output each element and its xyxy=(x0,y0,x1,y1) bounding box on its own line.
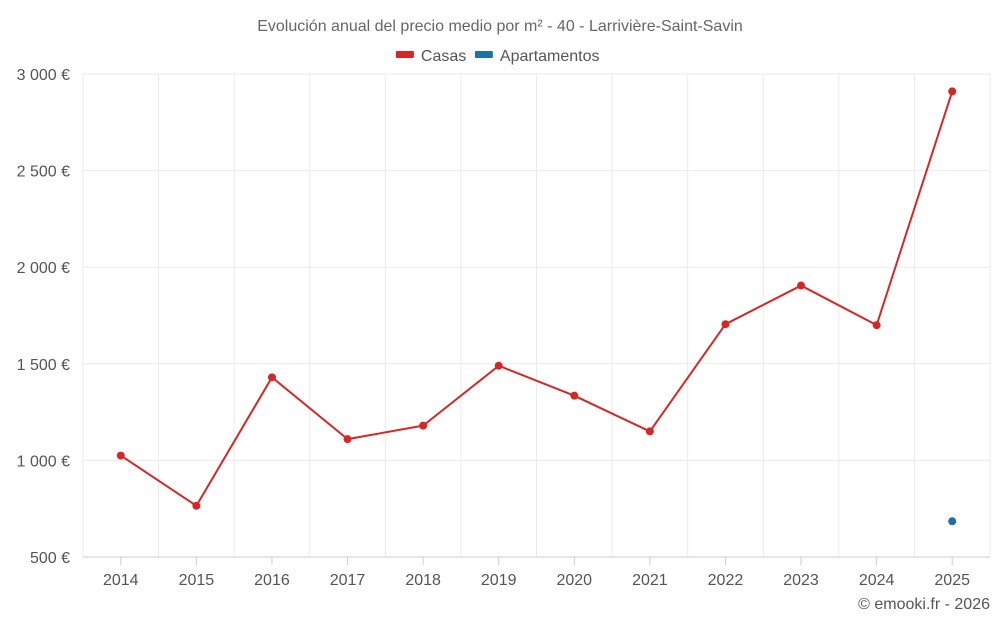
y-tick-label: 1 500 € xyxy=(17,357,70,374)
data-point-casas[interactable] xyxy=(343,435,352,444)
data-point-casas[interactable] xyxy=(721,320,730,329)
x-tick-label: 2023 xyxy=(783,572,819,589)
legend-item[interactable]: Casas xyxy=(395,48,466,65)
x-tick-label: 2018 xyxy=(405,572,441,589)
x-tick-label: 2014 xyxy=(103,572,139,589)
y-tick-labels: 500 € 1 000 € 1 500 € 2 000 € 2 500 € 3 000 € xyxy=(17,67,70,567)
x-tick-label: 2019 xyxy=(481,572,517,589)
x-tick-label: 2022 xyxy=(708,572,744,589)
x-tick-label: 2015 xyxy=(179,572,215,589)
y-tick-label: 2 000 € xyxy=(17,260,70,277)
data-point-casas[interactable] xyxy=(267,373,276,382)
series-layer xyxy=(116,87,957,526)
data-point-casas[interactable] xyxy=(872,321,881,330)
data-point-casas[interactable] xyxy=(116,451,125,460)
legend-label: Casas xyxy=(421,48,466,65)
x-gridlines xyxy=(82,74,991,557)
data-point-casas[interactable] xyxy=(948,87,957,96)
data-point-casas[interactable] xyxy=(192,501,201,510)
x-tick-label: 2020 xyxy=(556,572,592,589)
y-tick-label: 500 € xyxy=(30,550,70,567)
legend-swatch xyxy=(395,51,414,58)
y-tick-label: 1 000 € xyxy=(17,453,70,470)
credit-text: © emooki.fr - 2026 xyxy=(858,596,990,613)
x-tick-labels: 2014 2015 2016 2017 2018 2019 2020 2021 2022 2023… xyxy=(103,557,970,589)
legend: Casas Apartamentos xyxy=(395,48,600,65)
data-point-casas[interactable] xyxy=(494,361,503,370)
x-tick-label: 2024 xyxy=(859,572,895,589)
data-point-casas[interactable] xyxy=(797,281,806,290)
legend-swatch xyxy=(474,51,493,58)
legend-item[interactable]: Apartamentos xyxy=(474,48,600,65)
y-tick-label: 2 500 € xyxy=(17,164,70,181)
chart-title: Evolución anual del precio medio por m² … xyxy=(257,18,743,35)
y-gridlines xyxy=(83,73,990,461)
data-point-casas[interactable] xyxy=(419,421,428,430)
y-tick-label: 3 000 € xyxy=(17,67,70,84)
data-point-casas[interactable] xyxy=(570,391,579,400)
series-line-casas xyxy=(120,91,954,507)
data-point-apartamentos[interactable] xyxy=(948,517,957,526)
x-tick-label: 2025 xyxy=(934,572,970,589)
data-point-casas[interactable] xyxy=(645,427,654,436)
legend-label: Apartamentos xyxy=(500,48,600,65)
x-tick-label: 2021 xyxy=(632,572,668,589)
x-tick-label: 2017 xyxy=(330,572,366,589)
x-tick-label: 2016 xyxy=(254,572,290,589)
